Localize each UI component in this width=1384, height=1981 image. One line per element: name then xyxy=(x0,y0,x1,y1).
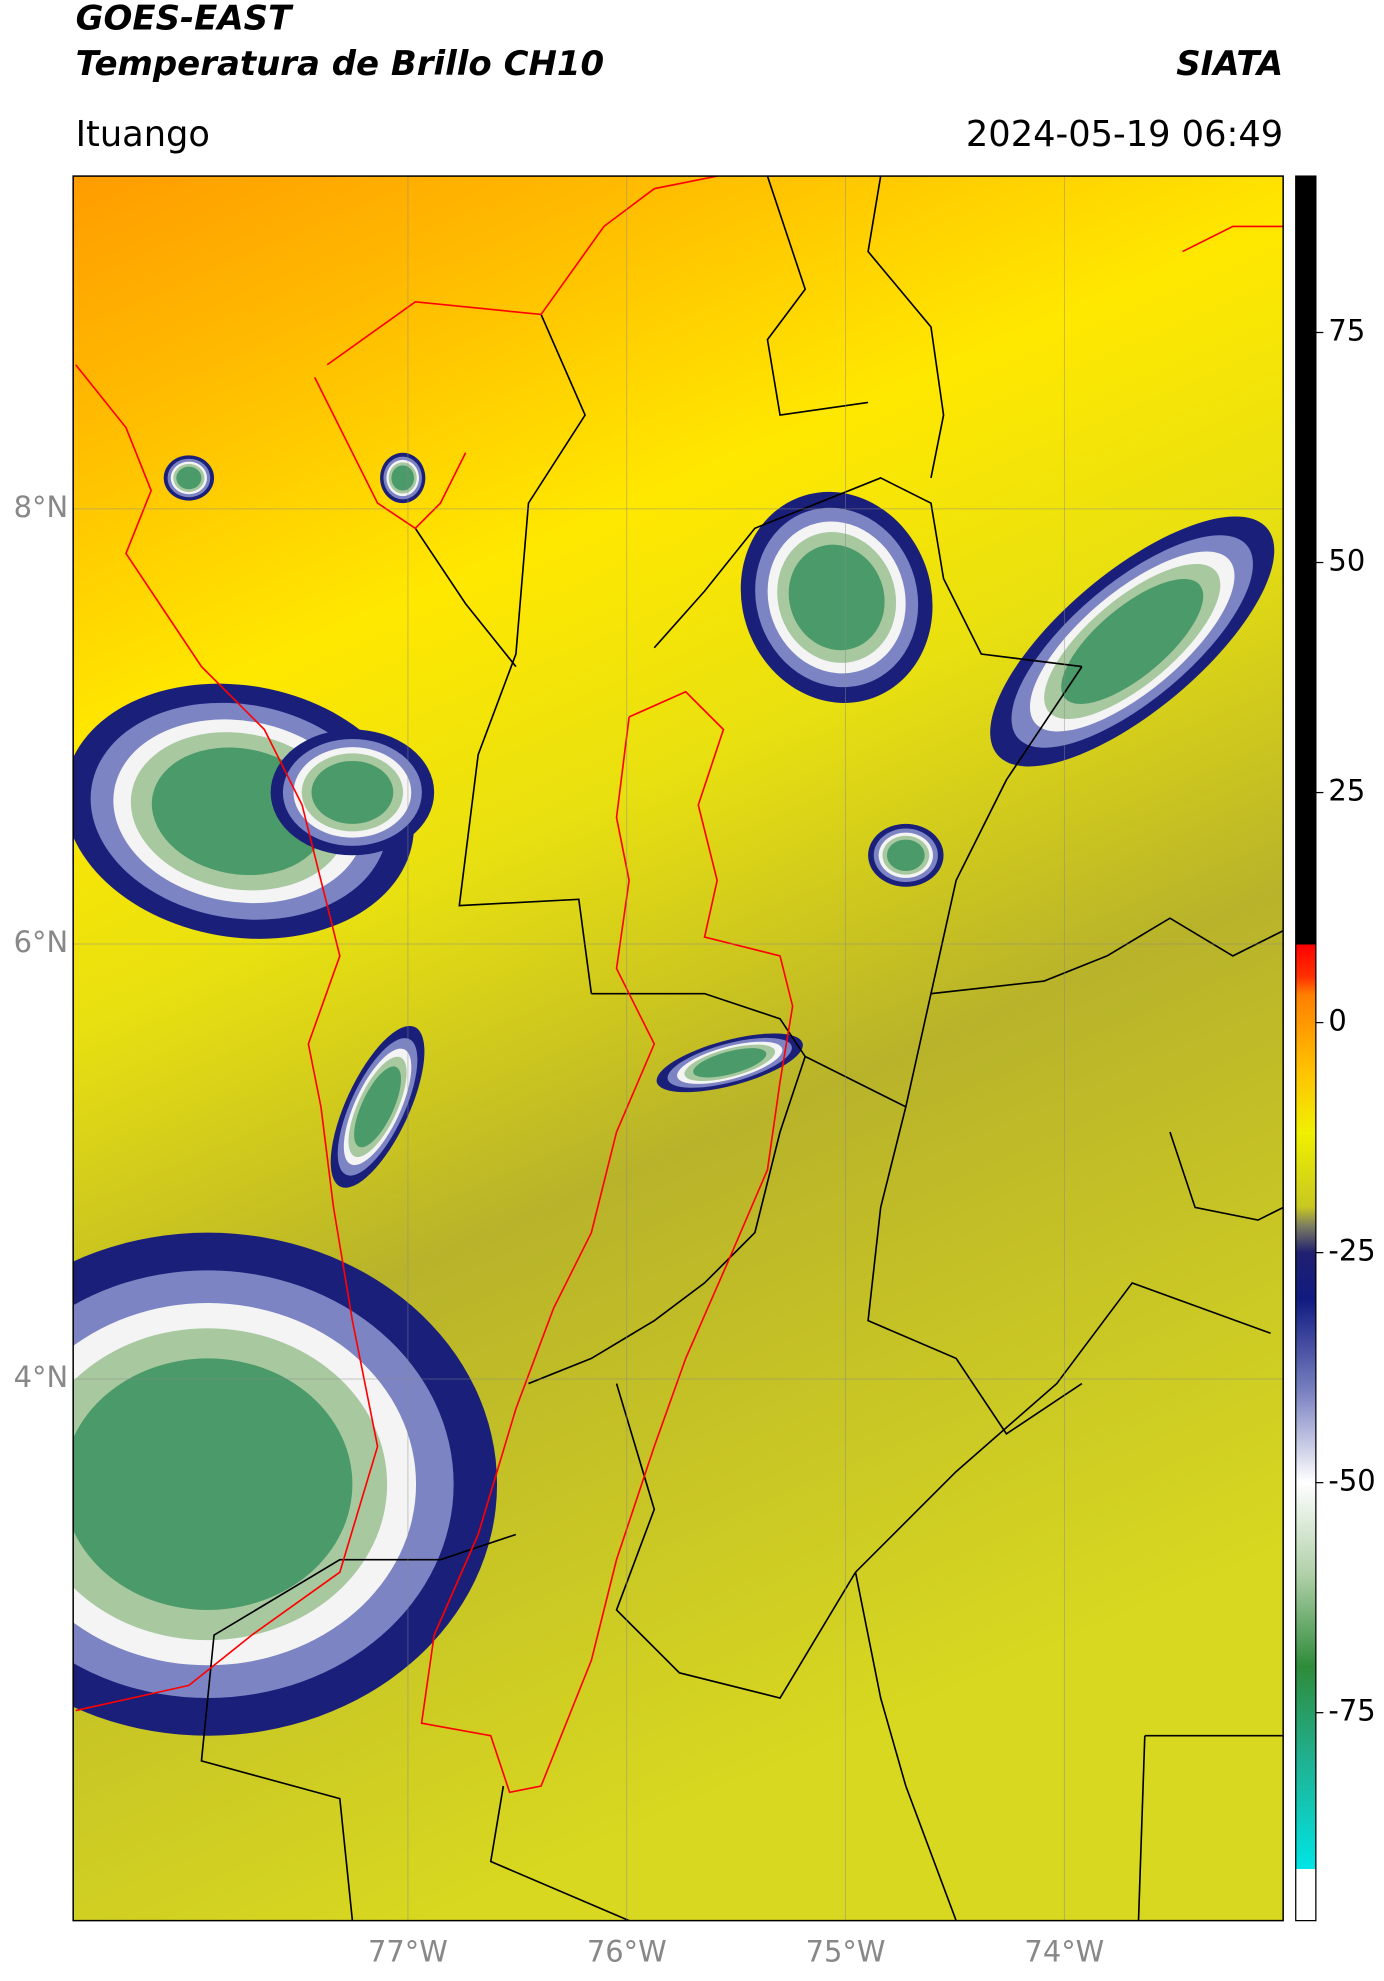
x-tick-label: 75°W xyxy=(806,1934,886,1968)
border xyxy=(930,666,1083,994)
cloud xyxy=(391,465,415,491)
y-tick-label: 4°N xyxy=(14,1360,68,1394)
coastline xyxy=(420,690,794,1794)
border xyxy=(200,1533,517,1921)
border xyxy=(867,176,945,479)
colorbar-tick-label: 25 xyxy=(1328,774,1365,808)
cloud xyxy=(73,1358,353,1610)
datetime: 2024-05-19 06:49 xyxy=(966,114,1283,155)
subtitle: Temperatura de Brillo CH10 xyxy=(76,44,604,84)
cloud xyxy=(886,839,925,872)
cloud xyxy=(354,1066,401,1148)
border xyxy=(867,1106,1083,1436)
colorbar-tick-label: -25 xyxy=(1328,1234,1375,1268)
source: SIATA xyxy=(1176,44,1283,84)
map-frame xyxy=(72,175,1284,1922)
border xyxy=(653,477,1083,668)
title: GOES-EAST xyxy=(76,0,294,39)
coastline xyxy=(313,376,467,530)
coastline xyxy=(75,364,379,1712)
cloud xyxy=(176,466,202,490)
colorbar-tick-label: 0 xyxy=(1328,1004,1346,1038)
border xyxy=(766,176,869,416)
location: Ituango xyxy=(76,114,210,155)
border xyxy=(414,527,517,668)
colorbar-tick-label: -50 xyxy=(1328,1464,1375,1498)
cloud xyxy=(788,544,885,651)
x-tick-label: 76°W xyxy=(587,1934,667,1968)
coastline xyxy=(1182,225,1284,253)
border xyxy=(1106,917,1284,957)
cloud xyxy=(311,760,394,824)
border xyxy=(591,955,1108,1109)
border xyxy=(458,314,593,994)
colorbar xyxy=(1295,175,1317,1922)
cloud xyxy=(693,1048,767,1078)
y-tick-label: 6°N xyxy=(14,925,68,959)
border xyxy=(528,1056,806,1385)
coastline xyxy=(326,176,718,366)
y-tick-label: 8°N xyxy=(14,490,68,524)
x-tick-label: 77°W xyxy=(368,1934,448,1968)
colorbar-tick-label: -75 xyxy=(1328,1694,1375,1728)
border xyxy=(1169,1131,1284,1221)
colorbar-tick-label: 75 xyxy=(1328,314,1365,348)
x-tick-label: 74°W xyxy=(1024,1934,1104,1968)
border xyxy=(615,1281,1271,1699)
border xyxy=(854,1572,957,1921)
border xyxy=(489,1785,630,1921)
map xyxy=(73,176,1284,1921)
border xyxy=(1137,1735,1146,1921)
colorbar-tick-label: 50 xyxy=(1328,544,1365,578)
cloud xyxy=(1061,578,1204,704)
